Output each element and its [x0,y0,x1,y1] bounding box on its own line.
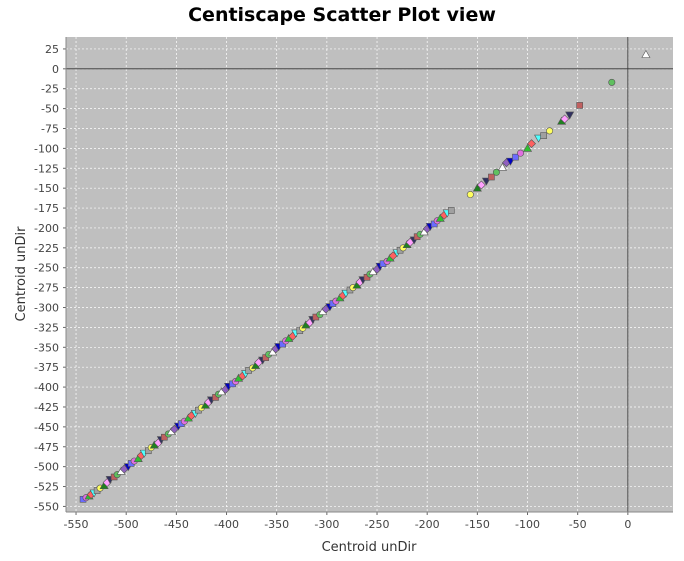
data-point [576,102,583,109]
y-tick-label: -250 [34,262,59,275]
y-axis-label: Centroid unDir [14,226,29,322]
data-point [560,114,570,124]
data-point [466,191,474,199]
data-point [435,213,445,222]
data-point [527,139,536,149]
x-tick-label: -150 [465,518,490,531]
data-point [540,132,547,139]
x-tick-label: -50 [569,518,587,531]
data-point [546,127,554,135]
y-tick-label: -125 [34,162,59,175]
y-tick-label: -450 [34,421,59,434]
x-tick-label: -200 [415,518,440,531]
data-point [512,153,519,161]
x-tick-label: -450 [164,518,189,531]
y-tick-label: -100 [34,142,59,155]
y-tick-label: -175 [34,202,59,215]
y-tick-label: -325 [34,321,59,334]
x-tick-label: 0 [624,518,631,531]
x-axis: -550 -500 -450 -400 -350 -300 -250 -200 -150 -100… [64,511,673,531]
data-point [608,78,616,86]
y-tick-label: -200 [34,222,59,235]
y-tick-label: -75 [41,122,59,135]
zero-lines [66,37,673,512]
y-tick-label: -375 [34,361,59,374]
y-tick-label: -25 [41,83,59,96]
data-point [472,183,482,192]
chart-title: Centiscape Scatter Plot view [188,4,496,26]
data-point [523,143,533,152]
data-point [476,180,486,190]
y-tick-label: -425 [34,401,59,414]
data-point [497,162,507,171]
y-axis: 25 0 -25 -50 -75 -100 -125 -150 -175 -200 -225 -250… [34,37,67,513]
x-tick-label: -300 [314,518,339,531]
data-point [488,173,495,181]
x-tick-label: -550 [64,518,89,531]
y-tick-label: 0 [52,63,59,76]
y-tick-label: -350 [34,341,59,354]
x-tick-label: -350 [264,518,289,531]
x-tick-label: -250 [365,518,390,531]
y-tick-label: -225 [34,242,59,255]
data-points [79,49,651,503]
y-tick-label: -550 [34,500,59,513]
y-tick-label: -300 [34,302,59,315]
data-point [641,49,651,58]
x-tick-label: -100 [515,518,540,531]
y-tick-label: 25 [45,43,59,56]
y-tick-label: -400 [34,381,59,394]
y-tick-label: -50 [41,103,59,116]
x-tick-label: -400 [214,518,239,531]
y-tick-label: -475 [34,441,59,454]
y-tick-label: -525 [34,481,59,494]
x-tick-label: -500 [114,518,139,531]
y-tick-label: -150 [34,182,59,195]
y-tick-label: -500 [34,461,59,474]
y-tick-label: -275 [34,282,59,295]
data-point [516,149,524,157]
data-point [565,111,575,120]
data-point [447,207,455,214]
x-axis-label: Centroid unDir [322,540,418,555]
